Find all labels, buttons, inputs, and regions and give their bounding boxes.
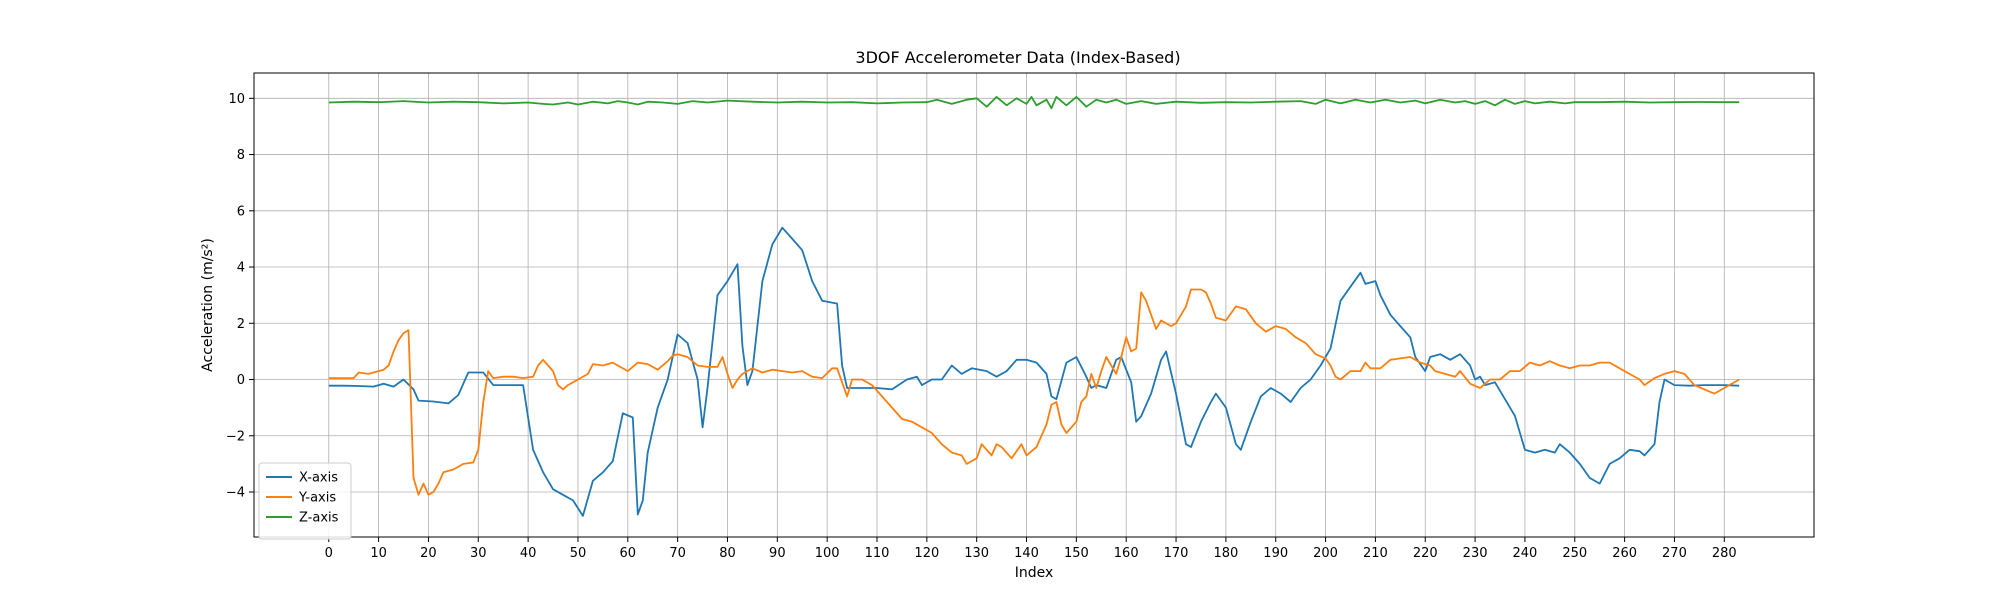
- x-tick-label: 250: [1562, 546, 1587, 561]
- x-tick-label: 50: [570, 546, 587, 561]
- x-tick-label: 60: [620, 546, 637, 561]
- chart-title: 3DOF Accelerometer Data (Index-Based): [855, 48, 1180, 67]
- x-tick-label: 120: [914, 546, 939, 561]
- series-line-z-axis: [328, 96, 1740, 110]
- x-tick-label: 90: [769, 546, 786, 561]
- x-tick-label: 200: [1313, 546, 1338, 561]
- legend-entry: Y-axis: [298, 491, 336, 506]
- x-tick-label: 10: [370, 546, 387, 561]
- x-axis-label: Index: [1015, 565, 1054, 581]
- x-tick-label: 270: [1662, 546, 1687, 561]
- x-tick-label: 140: [1014, 546, 1039, 561]
- plot-area-frame: [253, 72, 1815, 538]
- legend-frame: [258, 462, 352, 540]
- x-tick-label: 40: [520, 546, 537, 561]
- x-tick-label: 210: [1363, 546, 1388, 561]
- x-tick-label: 160: [1114, 546, 1139, 561]
- chart-legend: X-axis Y-axis Z-axis: [258, 462, 352, 540]
- x-tick-label: 130: [964, 546, 989, 561]
- x-tick-label: 20: [420, 546, 437, 561]
- series-line-y-axis: [328, 288, 1740, 496]
- series-layer: [328, 96, 1740, 517]
- y-tick-label: −2: [226, 429, 245, 444]
- x-tick-label: 100: [815, 546, 840, 561]
- x-tick-label: 280: [1712, 546, 1737, 561]
- x-tick-label: 110: [865, 546, 890, 561]
- y-tick-label: 2: [237, 317, 245, 332]
- x-tick-label: 70: [669, 546, 686, 561]
- tick-layer: 0 10 20 30 40 50 60 70 80 90 100 110 120 130 140 150 160…: [226, 92, 1737, 561]
- y-tick-label: 8: [237, 148, 245, 163]
- x-tick-label: 190: [1263, 546, 1288, 561]
- x-tick-label: 220: [1413, 546, 1438, 561]
- x-tick-label: 30: [470, 546, 487, 561]
- y-axis-label: Acceleration (m/s²): [200, 238, 216, 372]
- y-tick-label: 6: [237, 204, 245, 219]
- legend-entry: Z-axis: [299, 511, 339, 526]
- y-tick-label: −4: [226, 486, 245, 501]
- x-tick-label: 150: [1064, 546, 1089, 561]
- legend-entry: X-axis: [299, 471, 338, 486]
- x-tick-label: 180: [1213, 546, 1238, 561]
- x-tick-label: 230: [1463, 546, 1488, 561]
- y-tick-label: 0: [237, 373, 245, 388]
- series-line-x-axis: [328, 226, 1740, 517]
- x-tick-label: 170: [1164, 546, 1189, 561]
- x-tick-label: 260: [1612, 546, 1637, 561]
- x-tick-label: 0: [325, 546, 333, 561]
- x-tick-label: 240: [1513, 546, 1538, 561]
- x-tick-label: 80: [719, 546, 736, 561]
- y-tick-label: 4: [237, 261, 245, 276]
- grid-layer: [254, 73, 1814, 537]
- y-tick-label: 10: [228, 92, 245, 107]
